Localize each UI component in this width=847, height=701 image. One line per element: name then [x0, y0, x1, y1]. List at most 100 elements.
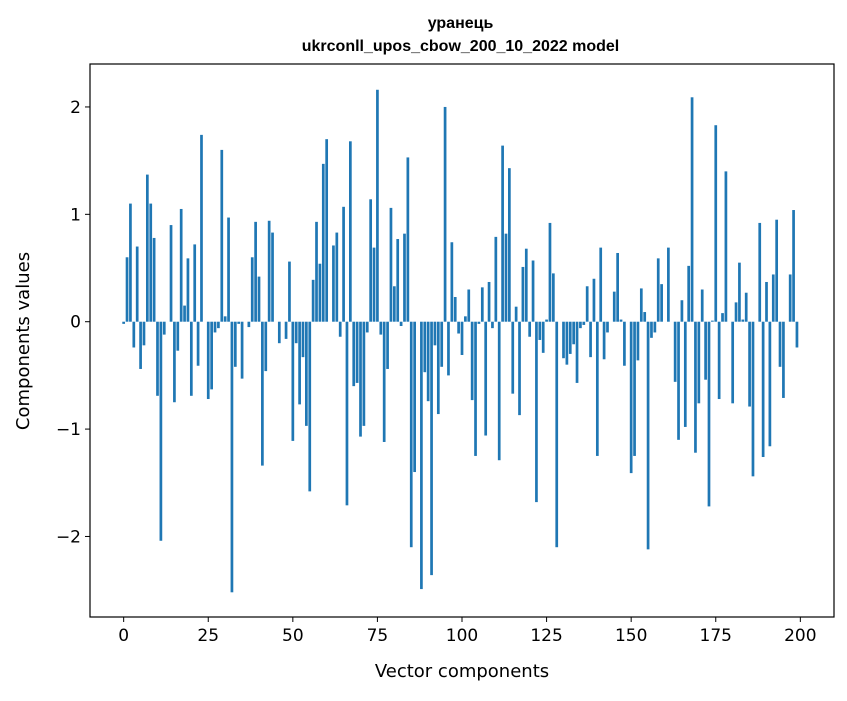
- bar: [393, 286, 396, 321]
- bar: [220, 150, 223, 322]
- bar: [674, 322, 677, 382]
- bar: [549, 223, 552, 322]
- bar: [478, 322, 481, 324]
- bar: [254, 222, 257, 322]
- bar: [741, 320, 744, 322]
- x-tick-label: 200: [784, 626, 816, 646]
- bar: [474, 322, 477, 456]
- bar: [126, 257, 129, 321]
- bar: [122, 322, 125, 324]
- bar: [711, 321, 714, 322]
- bar: [542, 322, 545, 353]
- bar: [342, 207, 345, 322]
- bar: [494, 237, 497, 322]
- bar: [630, 322, 633, 473]
- bar: [190, 322, 193, 396]
- bar: [376, 90, 379, 322]
- bar: [769, 322, 772, 447]
- bar: [772, 274, 775, 321]
- bar: [518, 322, 521, 415]
- bar: [738, 263, 741, 322]
- bar: [427, 322, 430, 401]
- bar: [748, 322, 751, 407]
- bar: [193, 244, 196, 321]
- bar: [640, 288, 643, 321]
- bar: [420, 322, 423, 589]
- bar: [623, 322, 626, 366]
- bar: [572, 322, 575, 345]
- x-tick-label: 100: [446, 626, 478, 646]
- bar: [437, 322, 440, 414]
- bar: [315, 222, 318, 322]
- bar: [373, 248, 376, 322]
- bar: [461, 322, 464, 355]
- bar: [650, 322, 653, 338]
- bar: [721, 313, 724, 322]
- bar: [447, 322, 450, 376]
- bar: [569, 322, 572, 354]
- bar: [407, 157, 410, 321]
- bar: [136, 247, 139, 322]
- y-tick-label: 1: [70, 205, 81, 225]
- bar: [187, 258, 190, 321]
- bar: [758, 223, 761, 322]
- bar: [308, 322, 311, 492]
- bar: [718, 322, 721, 399]
- bar: [214, 322, 217, 333]
- bar: [264, 322, 267, 371]
- bar: [535, 322, 538, 502]
- bar: [261, 322, 264, 466]
- bar: [285, 322, 288, 339]
- chart-subtitle: ukrconll_upos_cbow_200_10_2022 model: [302, 38, 619, 55]
- bar: [359, 322, 362, 437]
- bar: [146, 175, 149, 322]
- bar: [616, 253, 619, 322]
- bar: [312, 280, 315, 322]
- bar: [410, 322, 413, 547]
- bar: [681, 300, 684, 321]
- bar: [234, 322, 237, 367]
- y-tick-label: −1: [56, 420, 81, 440]
- bar: [349, 141, 352, 321]
- bar: [440, 322, 443, 367]
- bar: [796, 322, 799, 348]
- bar: [434, 322, 437, 346]
- bar: [620, 320, 623, 322]
- x-tick-label: 150: [615, 626, 647, 646]
- bar: [457, 322, 460, 334]
- bar: [305, 322, 308, 426]
- bar: [735, 302, 738, 321]
- bar: [386, 322, 389, 369]
- bar: [589, 322, 592, 357]
- bar: [498, 322, 501, 461]
- bar: [762, 322, 765, 457]
- bar: [200, 135, 203, 322]
- bar: [248, 322, 251, 327]
- bar: [423, 322, 426, 372]
- x-tick-label: 50: [282, 626, 304, 646]
- bar: [488, 282, 491, 322]
- bar: [481, 287, 484, 321]
- bar: [667, 248, 670, 322]
- bar: [603, 322, 606, 360]
- bar: [586, 286, 589, 321]
- bar: [528, 322, 531, 337]
- x-tick-label: 25: [197, 626, 219, 646]
- bar: [346, 322, 349, 506]
- bar: [522, 267, 525, 322]
- bar: [173, 322, 176, 403]
- bar: [176, 322, 179, 351]
- bar: [271, 233, 274, 322]
- bar: [566, 322, 569, 365]
- bar: [156, 322, 159, 396]
- bar: [322, 164, 325, 322]
- bar: [444, 107, 447, 322]
- bar: [606, 322, 609, 333]
- bar: [224, 316, 227, 321]
- bar: [775, 220, 778, 322]
- bar: [613, 292, 616, 322]
- x-tick-label: 125: [530, 626, 562, 646]
- bar: [677, 322, 680, 440]
